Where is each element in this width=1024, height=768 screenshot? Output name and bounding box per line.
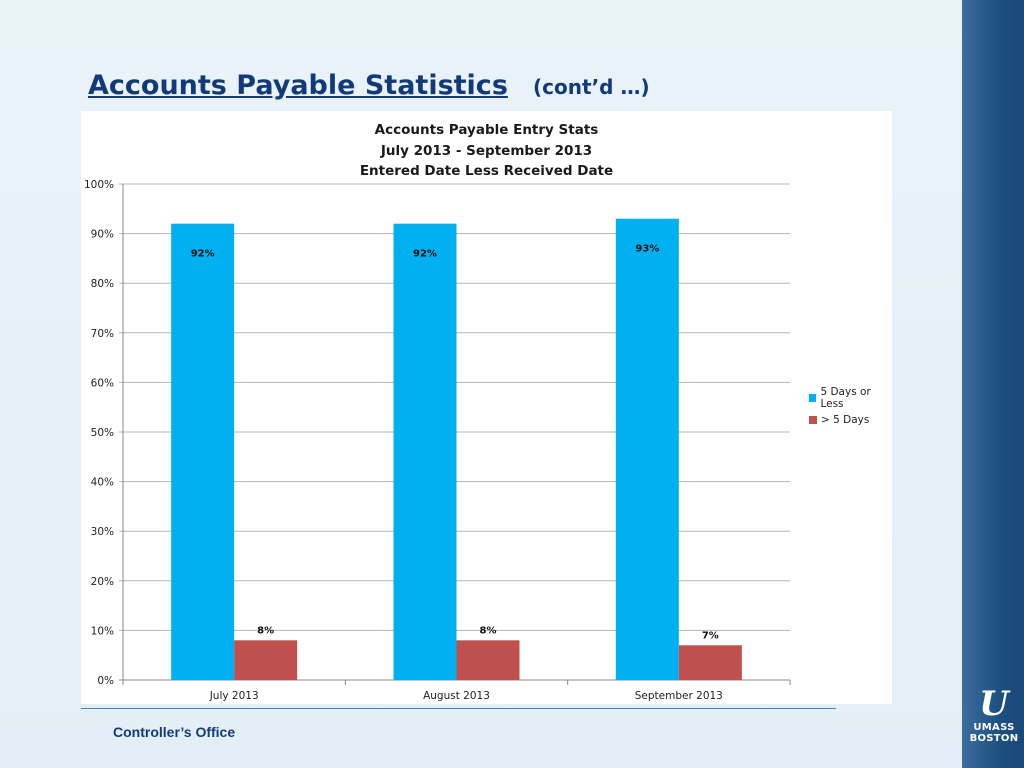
data-label-5-days-or-less-1: 92% xyxy=(413,249,437,260)
bar-5-days-or-less-0 xyxy=(171,223,235,680)
chart-title-line-2: July 2013 - September 2013 xyxy=(380,142,593,159)
legend-swatch-5-days-or-less xyxy=(809,394,817,402)
footer-text: Controller’s Office xyxy=(113,724,236,740)
data-label-over-5-days-2: 7% xyxy=(702,630,719,641)
umass-boston-logo: U UMASS BOSTON xyxy=(968,686,1020,744)
umass-logo-icon: U xyxy=(979,684,1009,724)
chart-panel: Accounts Payable Entry Stats July 2013 -… xyxy=(81,111,892,704)
bar-5-days-or-less-1 xyxy=(393,223,457,680)
slide-title-suffix: (cont’d …) xyxy=(533,75,650,99)
x-category-label-2: September 2013 xyxy=(635,690,723,702)
chart-title-line-3: Entered Date Less Received Date xyxy=(359,163,614,179)
y-tick-label-30: 30% xyxy=(91,526,114,538)
y-tick-label-50: 50% xyxy=(91,427,114,439)
x-category-label-1: August 2013 xyxy=(423,690,490,702)
chart-title: Accounts Payable Entry Stats July 2013 -… xyxy=(81,120,892,182)
legend-item-5-days-or-less: 5 Days or Less xyxy=(809,386,892,410)
legend-label-over-5-days: > 5 Days xyxy=(821,414,870,426)
bar-over-5-days-2 xyxy=(678,645,742,680)
corner-panel xyxy=(962,0,1024,768)
data-label-5-days-or-less-0: 92% xyxy=(191,249,215,260)
y-tick-label-60: 60% xyxy=(91,377,114,389)
bar-over-5-days-1 xyxy=(456,640,520,680)
y-tick-label-10: 10% xyxy=(91,625,114,637)
bar-chart: 0% 10% 20% 30% 40% 50% 60% 70% 80% 90% 100% 92% 8% Ju… xyxy=(84,179,791,702)
y-tick-label-90: 90% xyxy=(91,229,114,241)
y-tick-label-70: 70% xyxy=(91,328,114,340)
y-tick-label-80: 80% xyxy=(91,278,114,290)
bar-5-days-or-less-2 xyxy=(615,218,679,680)
data-label-over-5-days-0: 8% xyxy=(257,625,274,636)
logo-text-umass: UMASS xyxy=(973,722,1015,733)
legend-swatch-over-5-days xyxy=(809,416,817,424)
slide-title-main: Accounts Payable Statistics xyxy=(88,70,508,101)
y-tick-label-20: 20% xyxy=(91,576,114,588)
legend-item-over-5-days: > 5 Days xyxy=(809,409,892,431)
y-tick-label-0: 0% xyxy=(97,675,114,687)
legend-label-5-days-or-less: 5 Days or Less xyxy=(820,386,871,410)
y-tick-label-40: 40% xyxy=(91,477,114,489)
chart-legend: 5 Days or Less > 5 Days xyxy=(809,386,892,431)
footer-divider xyxy=(81,708,836,709)
data-label-5-days-or-less-2: 93% xyxy=(635,244,659,255)
logo-text-boston: BOSTON xyxy=(969,733,1019,744)
y-tick-label-100: 100% xyxy=(84,179,114,191)
slide-title: Accounts Payable Statistics (cont’d …) xyxy=(88,64,650,102)
chart-title-line-1: Accounts Payable Entry Stats xyxy=(374,122,599,138)
bar-over-5-days-0 xyxy=(234,640,298,680)
data-label-over-5-days-1: 8% xyxy=(480,625,497,636)
x-category-label-0: July 2013 xyxy=(209,690,259,702)
